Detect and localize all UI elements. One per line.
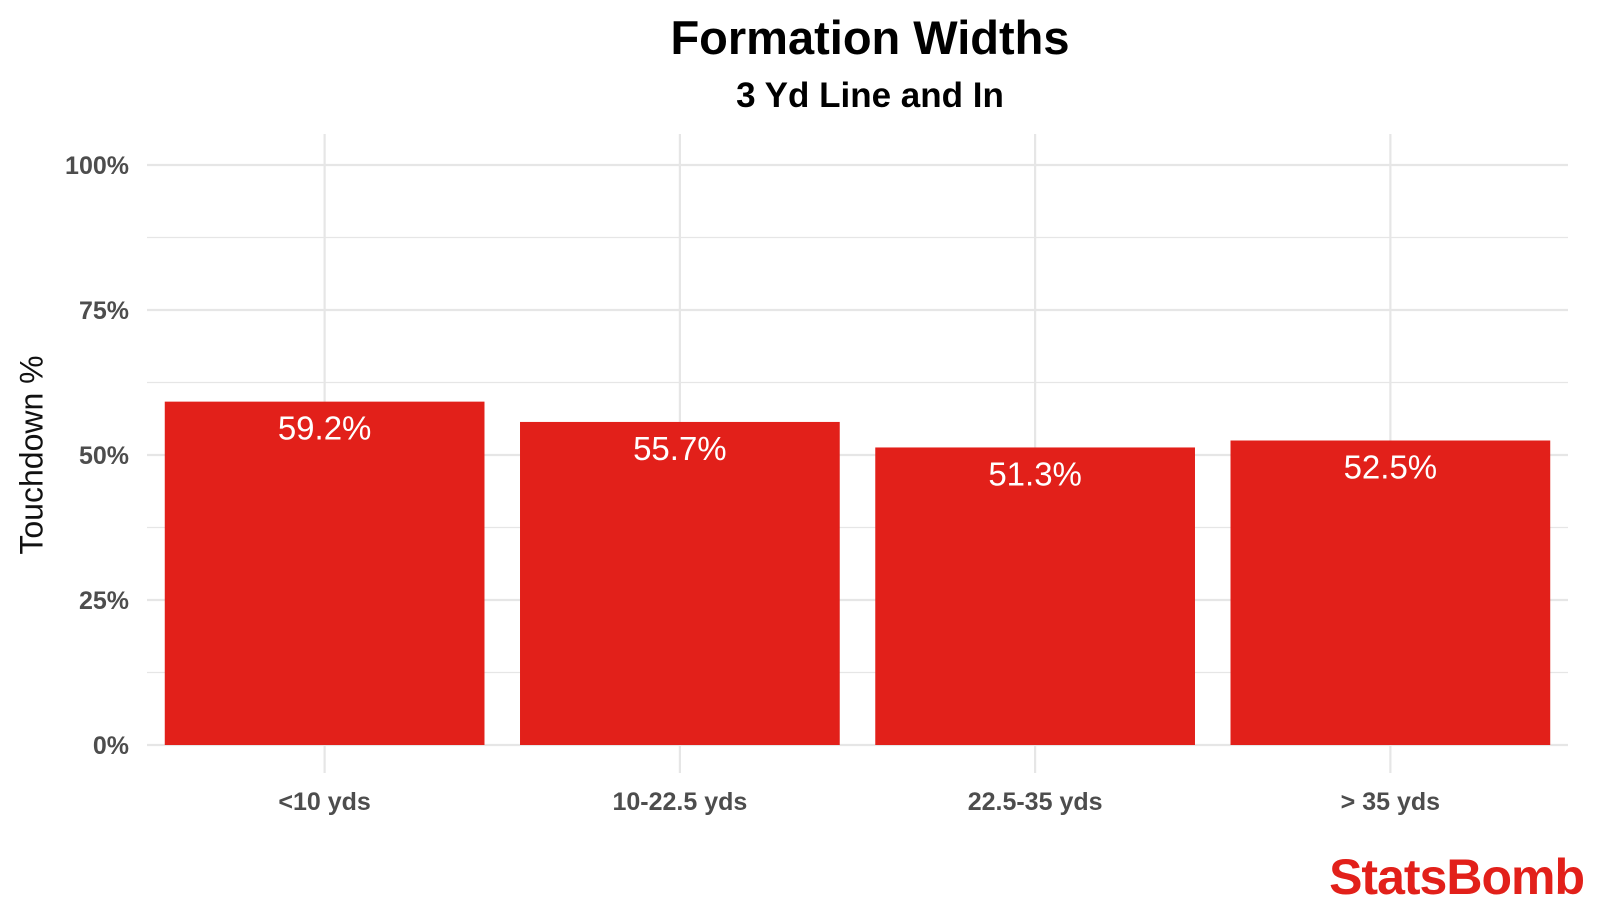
data-label: 55.7% [633,430,727,467]
x-tick-label: > 35 yds [1341,788,1440,816]
bar [520,421,840,745]
y-tick-label: 50% [79,442,129,470]
bar-layer [164,401,1551,745]
bar [164,401,485,745]
data-label: 59.2% [278,410,372,447]
tick-layer: 0% 25% 50% 75% 100% <10 yds 10-22.5 yds 22.5-35… [65,152,1440,816]
y-tick-label: 0% [93,732,129,760]
label-layer: 59.2% 55.7% 51.3% 52.5% [278,410,1437,493]
statsbomb-logo: StatsBomb [1329,849,1585,905]
chart-subtitle: 3 Yd Line and In [736,76,1004,115]
data-label: 51.3% [988,455,1082,492]
y-tick-label: 25% [79,587,129,615]
x-tick-label: <10 yds [278,788,370,816]
data-label: 52.5% [1344,449,1438,486]
x-tick-label: 22.5-35 yds [968,788,1103,816]
y-tick-label: 100% [65,152,129,180]
x-tick-label: 10-22.5 yds [612,788,747,816]
chart-title: Formation Widths [670,11,1070,64]
bar [875,447,1195,745]
y-tick-label: 75% [79,297,129,325]
bar [1230,440,1551,745]
